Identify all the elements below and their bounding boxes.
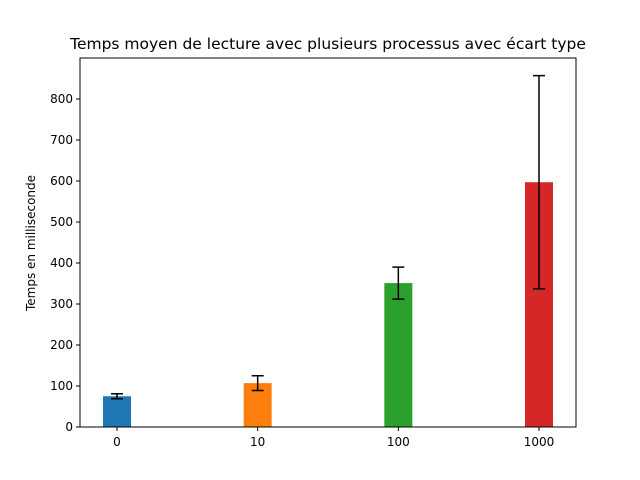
axes-frame	[79, 57, 577, 428]
y-tick-label-0: 0	[65, 420, 73, 434]
y-axis-label: Temps en milliseconde	[24, 175, 38, 312]
bar-0	[103, 396, 131, 427]
y-tick-label-100: 100	[50, 379, 73, 393]
y-tick-label-200: 200	[50, 338, 73, 352]
chart-title: Temps moyen de lecture avec plusieurs pr…	[69, 35, 586, 53]
x-tick-label-1000: 1000	[524, 435, 555, 449]
plot-area: 0 100 200 300 400 500 600 700 800 0 10 100 1000	[50, 74, 555, 449]
y-tick-label-700: 700	[50, 133, 73, 147]
y-tick-label-400: 400	[50, 256, 73, 270]
bar-100	[384, 283, 413, 427]
y-tick-label-600: 600	[50, 174, 73, 188]
y-tick-label-500: 500	[50, 215, 73, 229]
y-tick-label-300: 300	[50, 297, 73, 311]
x-tick-label-0: 0	[113, 435, 121, 449]
x-tick-label-10: 10	[250, 435, 265, 449]
x-tick-label-100: 100	[387, 435, 410, 449]
y-tick-label-800: 800	[50, 92, 73, 106]
